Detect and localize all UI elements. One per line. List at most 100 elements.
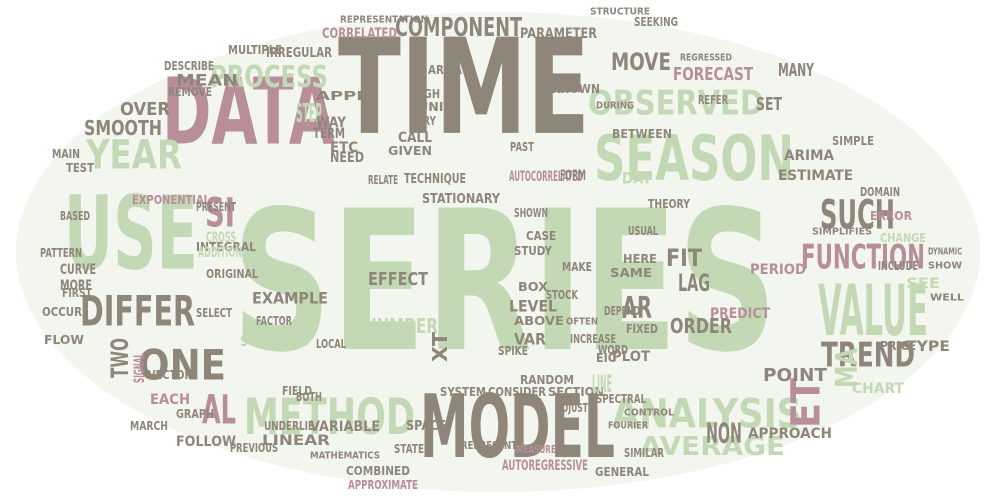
cloud-word: DURING (596, 99, 634, 111)
cloud-word: ETC (330, 138, 358, 156)
cloud-word: BETWEEN (612, 126, 672, 141)
cloud-word: EACH (150, 390, 190, 408)
cloud-word: INCREASE (570, 331, 616, 346)
cloud-word: WAY (316, 113, 346, 131)
cloud-word: SUCH (820, 191, 895, 239)
cloud-word: ERROR (870, 208, 912, 223)
cloud-word: CURVE (60, 260, 96, 278)
cloud-word: MA (829, 348, 865, 388)
cloud-word: SIMILAR (624, 445, 664, 460)
cloud-word: REFER (698, 92, 728, 107)
cloud-word: SYSTEM (440, 384, 486, 399)
cloud-word: KNOWN (552, 81, 600, 96)
cloud-word: GRAPH (176, 406, 214, 421)
cloud-word: TEST (66, 160, 94, 175)
cloud-word: SET (756, 93, 782, 115)
cloud-word: FOLLOW (176, 432, 236, 450)
cloud-word: FIRST (62, 285, 92, 300)
cloud-word: SPECTRAL (596, 391, 646, 406)
cloud-word: POINT (763, 364, 827, 386)
cloud-word: APPROXIMATE (348, 477, 418, 492)
cloud-word: PREDICT (710, 304, 770, 322)
cloud-word: APPLY (316, 88, 378, 103)
cloud-word: MODEL (420, 376, 615, 478)
cloud-word: SMOOTH (84, 116, 162, 140)
cloud-word: AUTOCORRELATED (509, 167, 583, 185)
cloud-word: MORE (60, 276, 92, 294)
cloud-word: STEP (296, 97, 322, 129)
cloud-word: FORECAST (673, 63, 753, 85)
cloud-word: USUAL (628, 223, 658, 238)
cloud-word: ONE (138, 340, 226, 390)
cloud-word: ADJUST (556, 400, 588, 415)
cloud-word: CALL (398, 128, 432, 146)
cloud-word: DOMAIN (860, 184, 900, 199)
cloud-word: STUDY (514, 243, 552, 258)
cloud-word: ESTIMATE (778, 166, 853, 184)
cloud-word: DESCRIBE (164, 58, 214, 73)
cloud-word: LAG (678, 268, 710, 297)
cloud-word: ABOVE (514, 313, 564, 328)
cloud-word: FIXED (626, 321, 658, 336)
cloud-word: LEVEL (509, 296, 557, 316)
cloud-word: REGRESSED (680, 51, 732, 63)
cloud-word: WELL (930, 291, 964, 303)
cloud-word: FACTOR (256, 313, 292, 328)
cloud-word: VAR (514, 329, 546, 349)
cloud-word: CROSS (206, 228, 236, 246)
cloud-word: AR (622, 290, 652, 326)
cloud-word: XT (428, 332, 452, 362)
cloud-word: SEE (906, 274, 940, 292)
cloud-word: UNIT (418, 99, 452, 114)
cloud-word: VARY (410, 113, 436, 128)
cloud-word: EIC (596, 350, 616, 365)
cloud-word: PRICE (880, 338, 916, 353)
cloud-word: CHART (852, 379, 904, 397)
cloud-word: CORRELATED (322, 24, 397, 42)
cloud-word: AL (202, 386, 236, 434)
cloud-word: ET (782, 378, 830, 428)
cloud-word: COMPONENT (395, 11, 522, 43)
cloud-word: MOVE (611, 47, 671, 76)
cloud-word: ARMA (428, 62, 462, 77)
cloud-word: USE (64, 173, 198, 294)
cloud-word: VARIABLE (310, 417, 380, 435)
cloud-word: SIMPLIFIES (812, 225, 872, 237)
cloud-word: FIT (666, 243, 702, 272)
cloud-word: THEORY (648, 196, 690, 211)
cloud-word: TWO (105, 338, 134, 378)
cloud-word: AVERAGE (640, 430, 785, 462)
cloud-word: FLOW (44, 332, 84, 347)
cloud-word: MANY (778, 59, 814, 81)
cloud-word: INTEGRAL (196, 239, 256, 254)
cloud-word: NEED (330, 148, 364, 166)
cloud-word: MEASURE (516, 443, 556, 456)
cloud-word: HERE (623, 251, 657, 266)
cloud-word: PROCESS (210, 59, 328, 95)
cloud-word: MAIN (52, 146, 80, 161)
cloud-word: GENERAL (595, 464, 649, 479)
cloud-word: WORD (598, 342, 628, 357)
cloud-word: OCCUR (42, 304, 82, 319)
cloud-word: ORDER (670, 314, 732, 338)
cloud-word: RELATE (368, 172, 398, 187)
cloud-word: VECTOR (148, 367, 192, 382)
cloud-word: CONTROL (624, 406, 674, 418)
cloud-word: EFFECT (368, 268, 428, 290)
cloud-word: LINEAR (262, 431, 330, 449)
cloud-word: FORM (560, 166, 586, 184)
cloud-word: REPRESENTATION (340, 13, 428, 25)
cloud-word: SIGNAL (130, 353, 148, 383)
cloud-word: PREVIOUS (230, 440, 278, 455)
cloud-word: UNDERLIE (264, 418, 314, 433)
cloud-word: BOX (518, 279, 548, 294)
cloud-word: EXPONENTIAL (132, 192, 210, 207)
cloud-word: FUNCTION (801, 236, 925, 277)
cloud-word: REPRESENT (461, 439, 517, 452)
cloud-word: SEASON (594, 122, 794, 195)
cloud-word: SHOW (928, 259, 962, 271)
cloud-word: CASE (526, 228, 556, 243)
cloud-word: LOCAL (316, 336, 346, 351)
